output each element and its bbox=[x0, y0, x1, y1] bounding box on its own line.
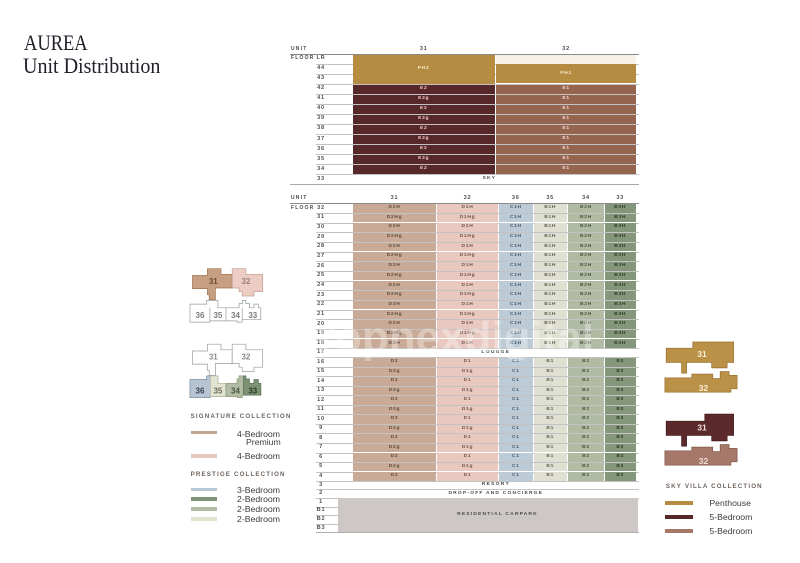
svg-text:33: 33 bbox=[248, 311, 257, 320]
svg-text:32: 32 bbox=[242, 353, 251, 362]
svg-text:36: 36 bbox=[196, 311, 205, 320]
svg-text:32: 32 bbox=[242, 277, 251, 286]
svg-text:31: 31 bbox=[697, 349, 707, 359]
svg-text:31: 31 bbox=[209, 353, 218, 362]
svg-text:36: 36 bbox=[196, 387, 205, 396]
svg-text:32: 32 bbox=[699, 456, 709, 466]
svg-text:31: 31 bbox=[209, 277, 218, 286]
svg-text:33: 33 bbox=[248, 387, 257, 396]
svg-text:34: 34 bbox=[231, 387, 240, 396]
svg-text:34: 34 bbox=[231, 311, 240, 320]
svg-text:31: 31 bbox=[697, 422, 707, 432]
svg-text:35: 35 bbox=[213, 311, 222, 320]
svg-text:35: 35 bbox=[213, 387, 222, 396]
svg-text:32: 32 bbox=[699, 383, 709, 393]
